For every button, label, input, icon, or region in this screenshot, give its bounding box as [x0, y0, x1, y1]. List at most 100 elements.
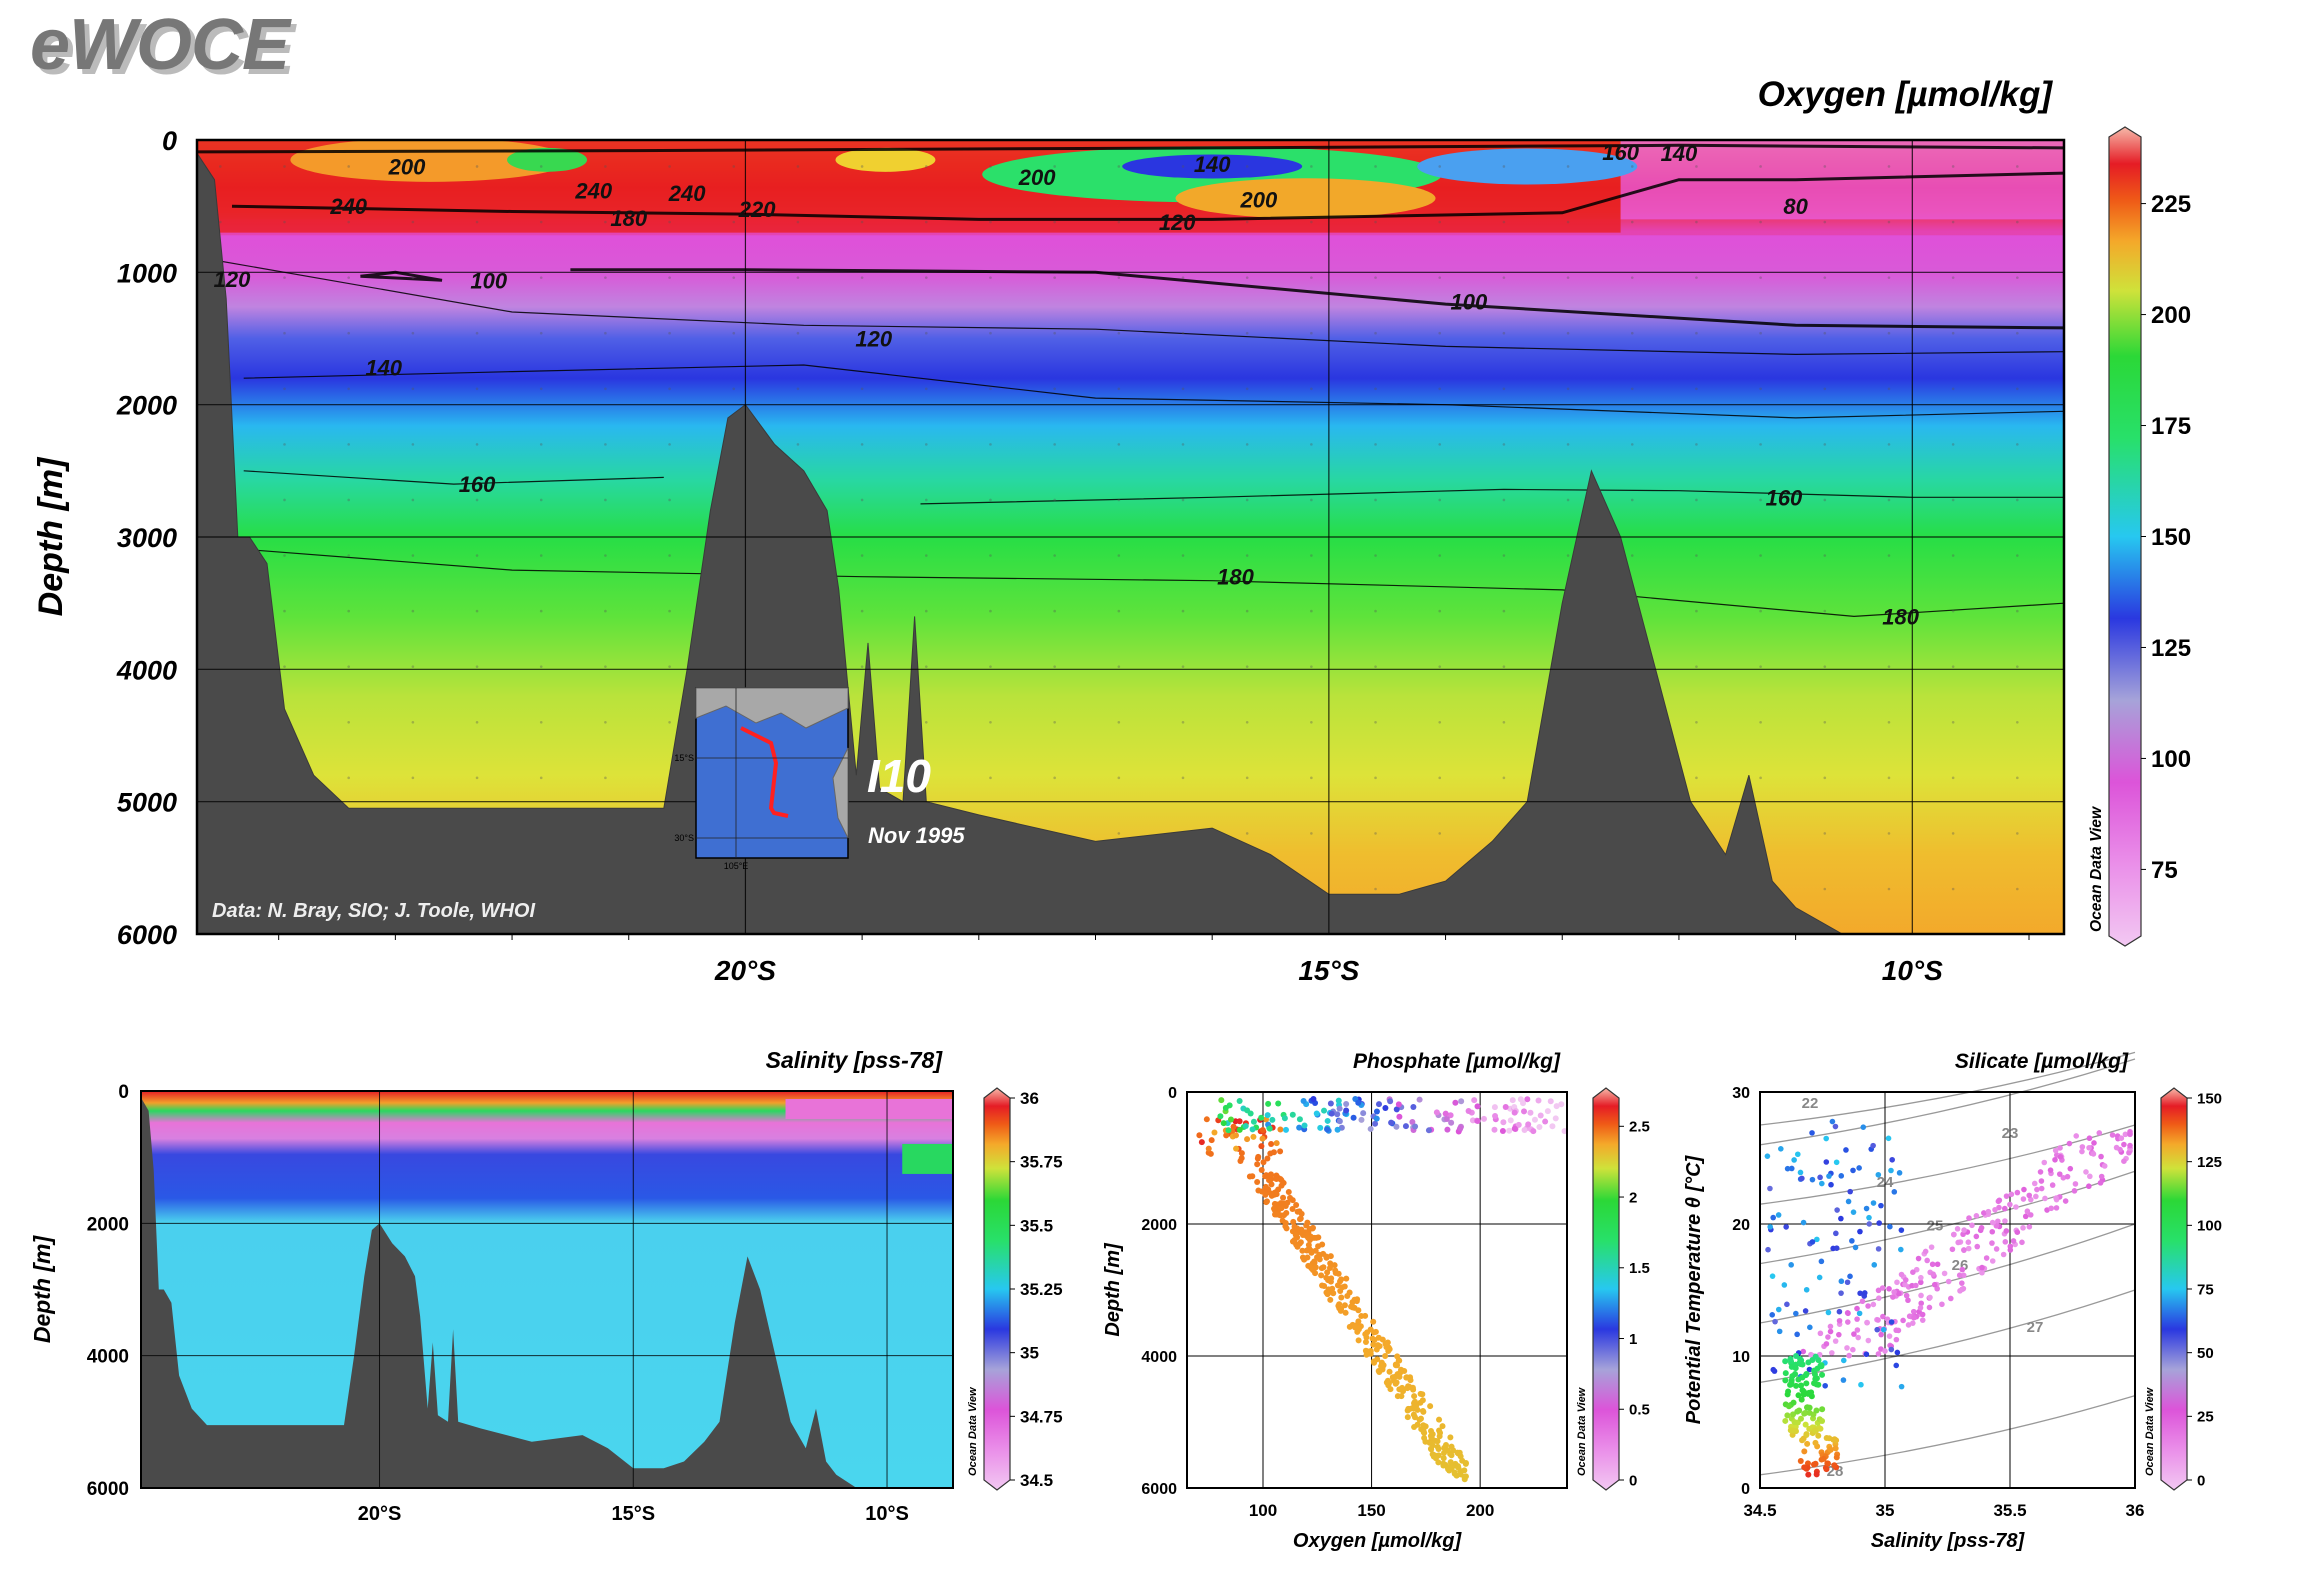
silicate-point: [1993, 1222, 2000, 1229]
sample-dot: [2016, 331, 2019, 335]
sample-dot: [1502, 443, 1506, 446]
sample-dot: [1245, 609, 1249, 613]
sample-dot: [475, 609, 479, 613]
silicate-colorbar-label: 50: [2197, 1345, 2214, 1362]
silicate-point: [2027, 1196, 2034, 1203]
silicate-point: [1905, 1297, 1911, 1304]
phosphate-point: [1296, 1116, 1303, 1123]
sample-dot: [539, 498, 543, 502]
silicate-point: [1969, 1222, 1975, 1229]
silicate-point: [1934, 1285, 1940, 1292]
sample-dot: [1630, 165, 1634, 168]
silicate-point: [2098, 1173, 2105, 1180]
sample-dot: [1566, 387, 1570, 391]
phosphate-point: [1434, 1438, 1441, 1445]
x-tick-label: 20°S: [714, 955, 776, 986]
silicate-point: [1900, 1317, 1906, 1324]
silicate-point: [1797, 1169, 1804, 1176]
phosphate-point: [1232, 1132, 1239, 1139]
silicate-point: [1844, 1345, 1850, 1351]
sample-dot: [1951, 665, 1955, 668]
silicate-point: [1790, 1399, 1797, 1406]
silicate-point: [2086, 1144, 2092, 1151]
salinity-y-tick: 2000: [87, 1214, 129, 1235]
phosphate-point: [1280, 1194, 1287, 1201]
sample-dot: [1502, 387, 1506, 391]
silicate-point: [1847, 1273, 1853, 1280]
silicate-point: [1812, 1439, 1819, 1446]
silicate-point: [1838, 1215, 1844, 1222]
sample-dot: [283, 165, 286, 168]
sample-dot: [732, 387, 736, 391]
silicate-point: [1961, 1227, 1967, 1233]
sample-dot: [604, 387, 607, 391]
sample-dot: [475, 720, 479, 724]
phosphate-point: [1270, 1149, 1277, 1156]
silicate-point: [1930, 1271, 1936, 1277]
phosphate-point: [1465, 1107, 1472, 1114]
sample-dot: [989, 387, 992, 391]
sample-dot: [539, 554, 543, 557]
sample-dot: [1566, 165, 1570, 168]
silicate-point: [1800, 1435, 1807, 1442]
phosphate-point: [1421, 1429, 1428, 1436]
phosphate-point: [1382, 1104, 1389, 1111]
inset-land-east: [832, 747, 849, 839]
phosphate-point: [1411, 1393, 1418, 1400]
sample-dot: [411, 220, 415, 224]
phosphate-point: [1238, 1150, 1245, 1157]
silicate-point: [1973, 1233, 1980, 1240]
contour-label: 140: [365, 356, 402, 381]
sample-dot: [1502, 665, 1506, 668]
phosphate-point: [1441, 1444, 1448, 1451]
sample-dot: [1502, 220, 1506, 224]
isopycnal-label: 25: [1927, 1218, 1944, 1235]
silicate-point: [1833, 1230, 1839, 1237]
silicate-point: [1870, 1200, 1877, 1206]
sample-dot: [732, 220, 736, 224]
silicate-point: [2109, 1132, 2116, 1138]
silicate-frame: [1759, 1091, 2136, 1489]
silicate-point: [1819, 1418, 1826, 1425]
phosphate-point: [1277, 1148, 1284, 1155]
phosphate-point: [1279, 1217, 1286, 1224]
silicate-point: [1820, 1455, 1827, 1462]
silicate-x-tick: 35.5: [1993, 1501, 2026, 1520]
silicate-point: [1840, 1377, 1847, 1383]
silicate-point: [1965, 1245, 1972, 1252]
sample-dot: [1310, 832, 1313, 835]
phosphate-point: [1386, 1368, 1393, 1375]
silicate-point: [1833, 1159, 1840, 1166]
contour-label: 200: [1239, 188, 1277, 213]
sample-dot: [1310, 387, 1313, 391]
silicate-point: [1834, 1207, 1840, 1213]
sample-dot: [924, 443, 928, 446]
sample-dot: [1887, 220, 1891, 224]
phosphate-point: [1281, 1115, 1288, 1122]
sample-dot: [1438, 387, 1442, 391]
chart-title: Oxygen [µmol/kg]: [1758, 75, 2054, 114]
sample-dot: [604, 331, 607, 335]
silicate-point: [2083, 1169, 2089, 1175]
salinity-title: Salinity [pss-78]: [766, 1047, 944, 1073]
silicate-point: [1803, 1380, 1810, 1387]
silicate-point: [1864, 1319, 1870, 1326]
phosphate-point: [1511, 1109, 1518, 1116]
silicate-point: [1875, 1171, 1882, 1178]
phosphate-point: [1363, 1334, 1370, 1341]
sample-dot: [411, 609, 415, 613]
silicate-point: [2008, 1191, 2015, 1198]
phosphate-point: [1343, 1107, 1350, 1114]
phosphate-point: [1268, 1140, 1275, 1147]
salinity-x-tick: 20°S: [358, 1503, 402, 1525]
silicate-colorbar-label: 0: [2197, 1472, 2205, 1489]
silicate-point: [2049, 1182, 2056, 1188]
sample-dot: [604, 665, 607, 668]
phosphate-point: [1343, 1275, 1350, 1282]
contour-label: 240: [329, 194, 367, 219]
phosphate-point: [1402, 1123, 1409, 1130]
sample-dot: [539, 331, 543, 335]
silicate-point: [1922, 1248, 1929, 1255]
silicate-point: [1803, 1431, 1810, 1438]
phosphate-point: [1393, 1123, 1400, 1130]
